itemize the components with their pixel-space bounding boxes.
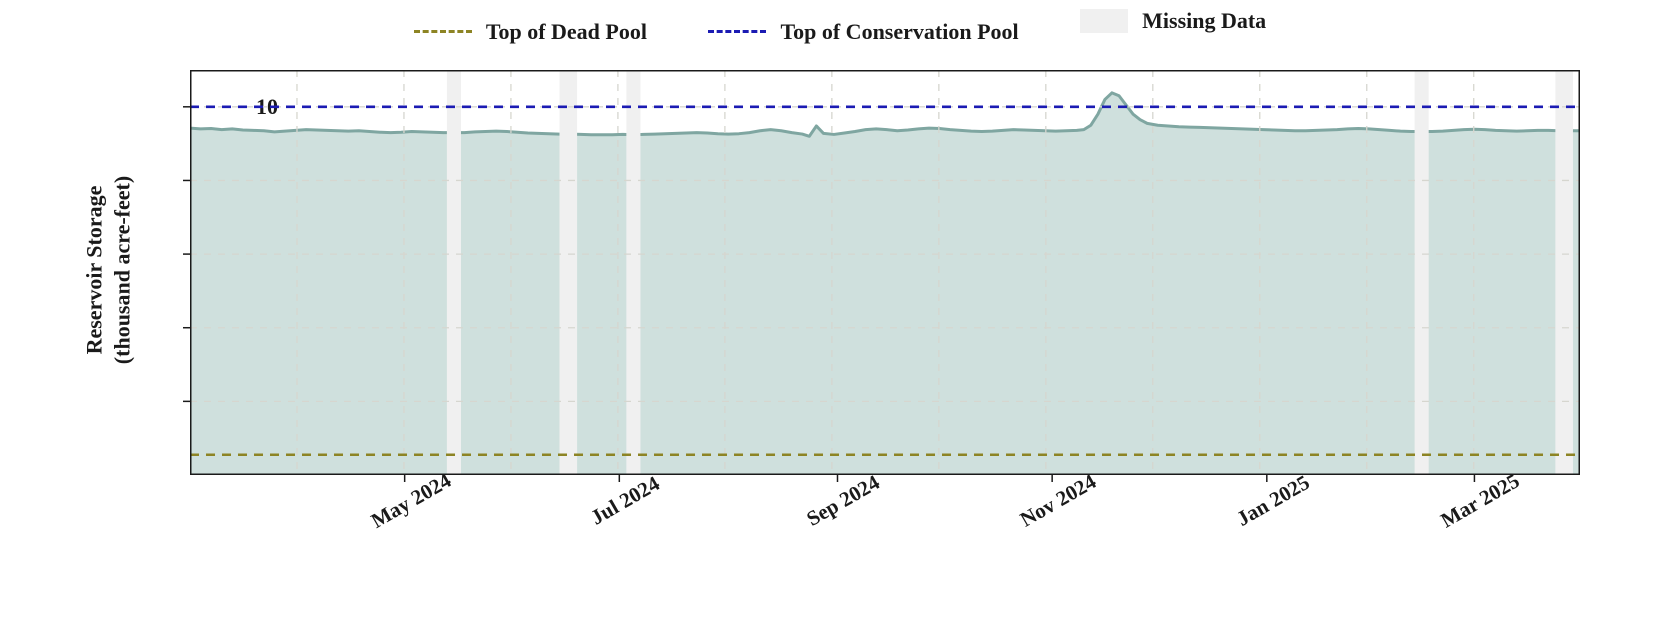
legend-item-conservation: Top of Conservation Pool xyxy=(708,19,1018,45)
legend-item-missing: Missing Data xyxy=(1080,8,1266,34)
x-tick-label: Sep 2024 xyxy=(803,470,885,532)
chart-container: Top of Dead Pool Top of Conservation Poo… xyxy=(0,0,1680,630)
x-tick-label: Mar 2025 xyxy=(1437,468,1524,533)
legend-dash-icon xyxy=(708,30,766,33)
legend-item-dead-pool: Top of Dead Pool xyxy=(414,19,647,45)
legend-label: Top of Dead Pool xyxy=(486,19,647,45)
legend: Top of Dead Pool Top of Conservation Poo… xyxy=(0,8,1680,45)
y-axis-label: Reservoir Storage (thousand acre-feet) xyxy=(81,176,136,364)
x-tick-label: Nov 2024 xyxy=(1016,469,1101,532)
legend-label: Top of Conservation Pool xyxy=(780,19,1018,45)
legend-label: Missing Data xyxy=(1142,8,1266,34)
legend-swatch-icon xyxy=(1080,9,1128,33)
y-axis-label-line2: (thousand acre-feet) xyxy=(108,176,136,364)
legend-dash-icon xyxy=(414,30,472,33)
plot-svg xyxy=(190,70,1580,475)
x-tick-label: Jul 2024 xyxy=(587,471,665,530)
plot-area xyxy=(190,70,1580,475)
y-axis-label-line1: Reservoir Storage xyxy=(82,186,107,355)
x-tick-label: Jan 2025 xyxy=(1232,470,1314,532)
x-tick-label: May 2024 xyxy=(367,468,456,534)
